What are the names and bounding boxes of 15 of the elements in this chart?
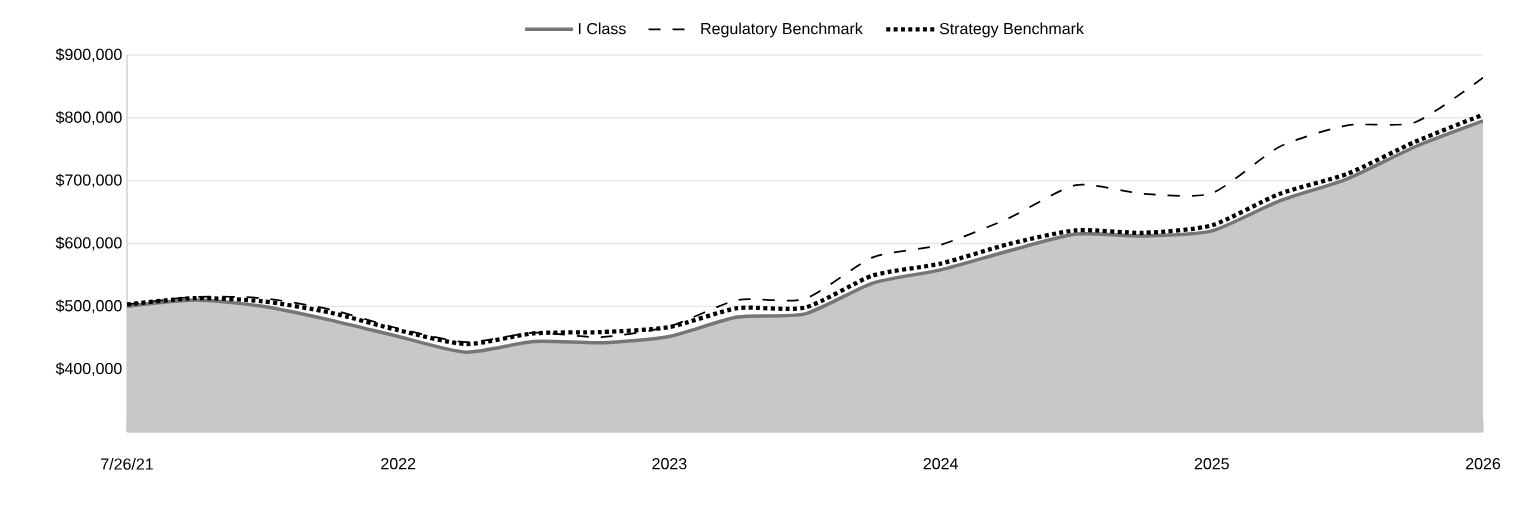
legend-label: I Class bbox=[578, 22, 626, 35]
x-tick-label: 2023 bbox=[652, 458, 687, 470]
x-tick-label: 7/26/21 bbox=[101, 458, 153, 470]
y-tick-label: $900,000 bbox=[55, 48, 122, 62]
y-tick-label: $400,000 bbox=[55, 362, 122, 377]
y-tick-label: $800,000 bbox=[55, 110, 122, 125]
legend-label: Regulatory Benchmark bbox=[701, 22, 863, 38]
x-tick-label: 2024 bbox=[923, 458, 958, 470]
y-tick-label: $500,000 bbox=[55, 299, 122, 314]
x-tick-label: 2022 bbox=[381, 458, 416, 470]
x-tick-label: 2025 bbox=[1194, 458, 1229, 470]
y-tick-label: $700,000 bbox=[55, 173, 122, 188]
x-tick-label: 2026 bbox=[1466, 458, 1501, 470]
y-tick-label: $600,000 bbox=[55, 236, 122, 251]
legend-label: Strategy Benchmark bbox=[939, 22, 1085, 38]
